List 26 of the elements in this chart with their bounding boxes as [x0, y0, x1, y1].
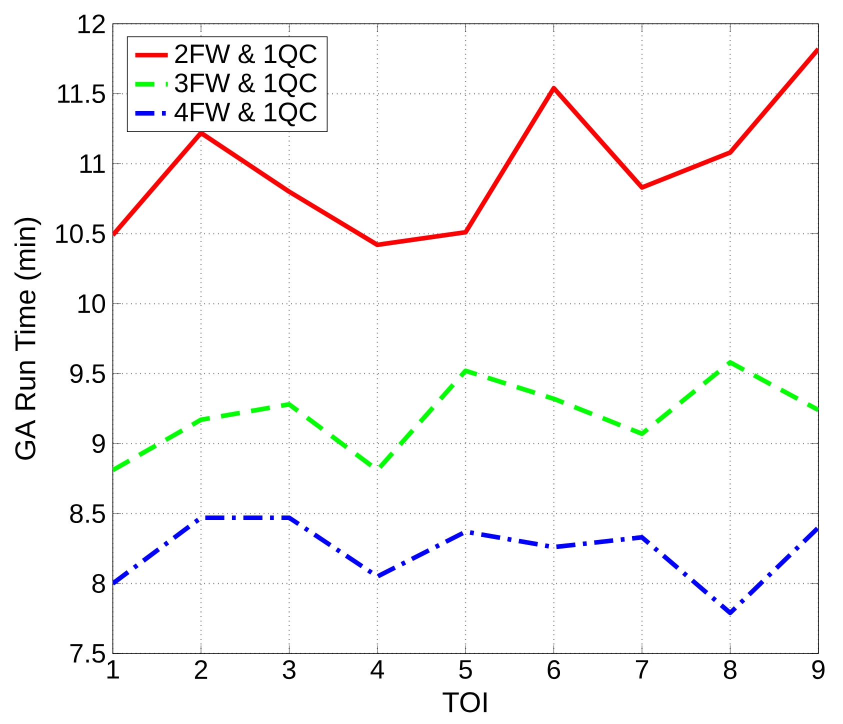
y-axis-title: GA Run Time (min): [14, 218, 42, 460]
x-tick-label: 2: [194, 660, 208, 679]
x-tick-label: 6: [548, 660, 560, 680]
x-tick-label: 1: [107, 660, 119, 678]
y-tick-label: 8.5: [70, 504, 105, 523]
legend-label: 3FW & 1QC: [174, 73, 317, 98]
y-tick-label: 11: [80, 154, 105, 173]
x-tick-label: 3: [282, 660, 296, 680]
x-tick-label: 9: [812, 660, 825, 680]
y-tick-label: 10: [78, 294, 106, 314]
y-tick-label: 11.5: [58, 84, 105, 103]
legend-label: 4FW & 1QC: [174, 102, 317, 126]
x-tick-label: 8: [724, 660, 736, 680]
y-tick-label: 9.5: [70, 364, 105, 383]
y-tick-label: 8: [92, 574, 105, 593]
x-tick-label: 5: [459, 660, 472, 679]
y-tick-label: 12: [78, 14, 105, 34]
line-series: [112, 515, 818, 616]
line-series: [112, 360, 818, 472]
legend-label: 2FW & 1QC: [175, 44, 317, 68]
x-tick-label: 7: [636, 660, 648, 678]
y-tick-label: 9: [92, 434, 105, 453]
x-tick-label: 4: [370, 660, 384, 678]
y-tick-label: 7.5: [70, 644, 105, 663]
x-axis-title: TOI: [442, 692, 487, 712]
y-tick-label: 10.5: [56, 224, 105, 244]
